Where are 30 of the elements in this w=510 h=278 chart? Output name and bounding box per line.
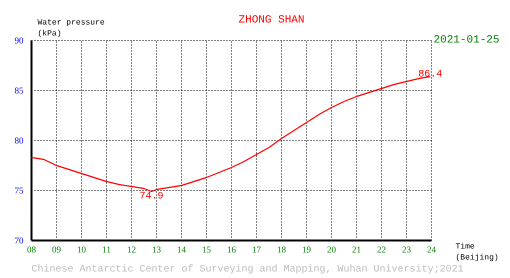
- y-tick-label: 80: [14, 136, 24, 146]
- x-tick-label: 15: [202, 244, 212, 254]
- x-tick-label: 13: [152, 244, 162, 254]
- y-tick-label: 75: [14, 186, 24, 196]
- text: 2021-01-25: [433, 34, 500, 46]
- y-axis-title: Water pressure (kPa): [38, 18, 105, 38]
- line-series: [30, 76, 431, 192]
- x-tick-label: 08: [27, 244, 36, 254]
- x-tick-label: 22: [377, 244, 386, 254]
- x-tick-label: 20: [327, 244, 336, 254]
- annotation: 86.4: [418, 70, 442, 80]
- x-tick-label: 14: [177, 244, 186, 254]
- y-tick-label: 85: [14, 86, 24, 96]
- x-axis-title: Time (Beijing): [456, 242, 499, 262]
- x-tick-label: 24: [427, 244, 436, 254]
- x-tick-label: 10: [77, 244, 86, 254]
- y-tick-label: 70: [14, 236, 24, 246]
- x-tick-label: 17: [252, 244, 262, 254]
- text: Chinese Antarctic Center of Surveying and Mapping, Wuhan University;2021: [32, 264, 464, 276]
- x-tick-label: 12: [127, 244, 136, 254]
- x-tick-label: 19: [302, 244, 312, 254]
- x-tick-label: 16: [227, 244, 236, 254]
- annotation: 74.9: [140, 192, 164, 202]
- x-tick-label: 23: [402, 244, 412, 254]
- chart-title: ZHONG SHAN: [238, 14, 305, 26]
- x-tick-label: 18: [277, 244, 286, 254]
- x-tick-label: 11: [102, 244, 111, 254]
- x-tick-label: 21: [352, 244, 361, 254]
- x-tick-label: 09: [52, 244, 62, 254]
- y-tick-label: 90: [14, 36, 24, 46]
